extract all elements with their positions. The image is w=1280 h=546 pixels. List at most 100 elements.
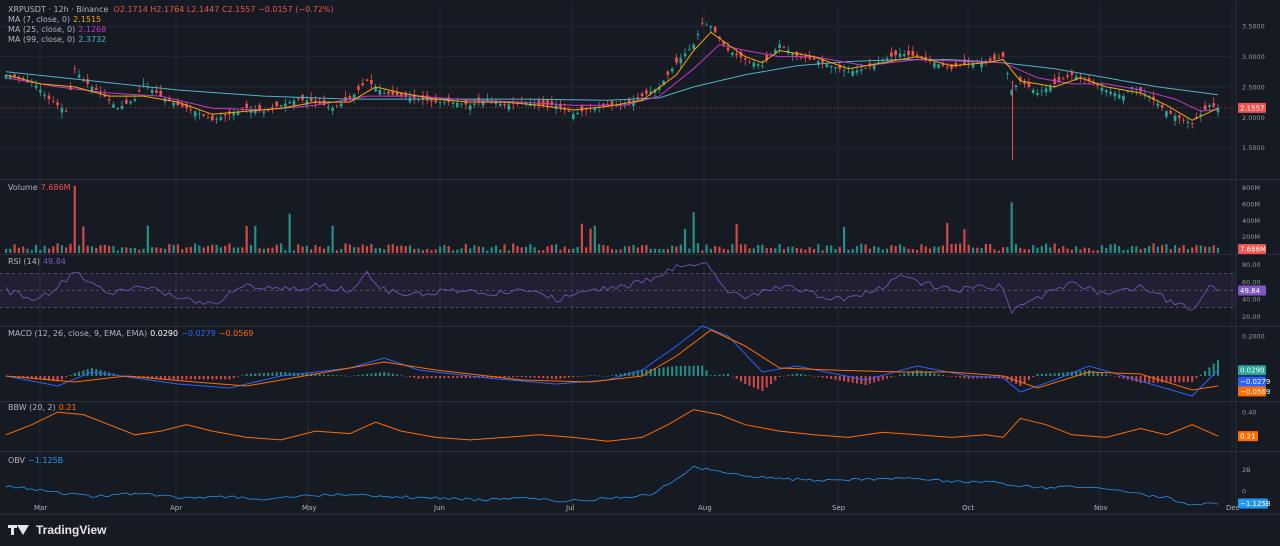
candle-body bbox=[1160, 104, 1164, 108]
macd-histogram-bar bbox=[774, 376, 777, 381]
candle-body bbox=[890, 52, 893, 57]
volume-bar bbox=[1161, 245, 1164, 253]
macd-histogram-bar bbox=[589, 375, 592, 376]
macd-histogram-bar bbox=[142, 376, 145, 378]
macd-histogram-bar bbox=[568, 376, 571, 378]
volume-bar bbox=[56, 243, 59, 253]
ma99-label[interactable]: MA (99, close, 0) bbox=[8, 35, 76, 44]
macd-label[interactable]: MACD (12, 26, close, 9, EMA, EMA) bbox=[8, 329, 148, 338]
volume-bar bbox=[516, 245, 519, 253]
candle-body bbox=[361, 83, 365, 86]
macd-histogram-bar bbox=[464, 376, 467, 378]
candle-body bbox=[322, 100, 326, 106]
volume-bar bbox=[69, 243, 72, 253]
macd-histogram-bar bbox=[808, 375, 811, 376]
macd-histogram-bar bbox=[224, 376, 227, 380]
obv-tick-label: 0 bbox=[1242, 488, 1246, 496]
symbol-label[interactable]: XRPUSDT · 12h · Binance bbox=[8, 5, 109, 14]
candle-body bbox=[1074, 76, 1078, 81]
volume-bar bbox=[477, 246, 480, 253]
volume-bar bbox=[1118, 246, 1121, 253]
obv-label[interactable]: OBV bbox=[8, 456, 26, 465]
volume-bar bbox=[524, 246, 528, 253]
volume-bar bbox=[142, 248, 145, 253]
volume-label[interactable]: Volume bbox=[8, 183, 38, 192]
macd-histogram-bar bbox=[1045, 373, 1048, 376]
volume-bar bbox=[774, 248, 777, 253]
candle-body bbox=[1100, 87, 1104, 91]
candle-body bbox=[365, 79, 369, 81]
macd-histogram-bar bbox=[619, 373, 622, 376]
macd-histogram-bar bbox=[559, 376, 562, 379]
macd-histogram-bar bbox=[800, 374, 803, 376]
macd-histogram-bar bbox=[834, 376, 837, 380]
macd-histogram-bar bbox=[258, 373, 261, 376]
candle-body bbox=[937, 64, 940, 69]
volume-bar bbox=[714, 246, 717, 253]
rsi-label[interactable]: RSI (14) bbox=[8, 257, 40, 266]
volume-bar bbox=[301, 246, 304, 253]
volume-bar bbox=[778, 243, 781, 253]
ma7-label[interactable]: MA (7, close, 0) bbox=[8, 15, 71, 24]
candle-body bbox=[258, 105, 261, 111]
volume-bar bbox=[421, 250, 424, 253]
candle-body bbox=[1152, 96, 1155, 100]
volume-bar bbox=[206, 245, 210, 253]
candle-body bbox=[743, 58, 747, 60]
candle-body bbox=[464, 100, 468, 105]
volume-bar bbox=[628, 246, 631, 253]
volume-bar bbox=[619, 249, 622, 253]
candle-body bbox=[1199, 114, 1203, 116]
macd-histogram-bar bbox=[249, 373, 252, 376]
candle-body bbox=[374, 86, 377, 92]
macd-histogram-bar bbox=[1161, 376, 1164, 383]
macd-histogram-bar bbox=[795, 373, 798, 376]
volume-bar bbox=[864, 244, 867, 253]
candle-body bbox=[692, 44, 695, 49]
volume-bar bbox=[4, 248, 8, 253]
candle-body bbox=[713, 26, 717, 33]
bbw-label[interactable]: BBW (20, 2) bbox=[8, 403, 56, 412]
candle-body bbox=[455, 102, 459, 108]
volume-bar bbox=[499, 249, 502, 253]
macd-histogram-bar bbox=[146, 376, 149, 378]
month-label-Jul: Jul bbox=[565, 504, 575, 512]
month-label-Aug: Aug bbox=[698, 504, 712, 512]
volume-bar bbox=[1070, 249, 1073, 253]
macd-histogram-bar bbox=[860, 376, 863, 385]
macd-histogram-bar bbox=[658, 368, 661, 376]
candle-body bbox=[1216, 107, 1220, 113]
candle-body bbox=[821, 58, 824, 63]
volume-bar bbox=[258, 248, 261, 253]
macd-value-3: −0.0569 bbox=[218, 329, 254, 338]
volume-bar bbox=[451, 250, 455, 253]
candle-body bbox=[271, 107, 274, 109]
candle-body bbox=[782, 46, 786, 48]
ma25-label[interactable]: MA (25, close, 0) bbox=[8, 25, 76, 34]
volume-bar bbox=[1186, 249, 1190, 253]
volume-bar bbox=[563, 246, 566, 253]
candle-body bbox=[967, 62, 971, 64]
volume-bar bbox=[95, 247, 98, 253]
macd-histogram-bar bbox=[340, 375, 343, 376]
candle-body bbox=[1173, 115, 1177, 122]
macd-histogram-bar bbox=[60, 376, 63, 380]
volume-bar bbox=[602, 245, 605, 253]
candle-body bbox=[232, 112, 236, 116]
macd-histogram-bar bbox=[890, 376, 893, 378]
macd-histogram-bar bbox=[451, 376, 454, 378]
tradingview-logo[interactable]: TradingView bbox=[8, 523, 106, 537]
volume-bar bbox=[194, 243, 197, 253]
rsi-tick-label: 40.00 bbox=[1242, 296, 1261, 304]
macd-histogram-bar bbox=[1182, 376, 1185, 383]
macd-histogram-bar bbox=[886, 376, 889, 379]
volume-bar bbox=[1006, 247, 1009, 253]
macd-histogram-bar bbox=[172, 376, 175, 380]
candle-body bbox=[193, 111, 197, 117]
macd-histogram-bar bbox=[1019, 376, 1022, 386]
macd-histogram-bar bbox=[997, 376, 1000, 379]
volume-bar bbox=[812, 249, 816, 253]
candle-body bbox=[657, 86, 661, 90]
candle-body bbox=[176, 101, 180, 106]
